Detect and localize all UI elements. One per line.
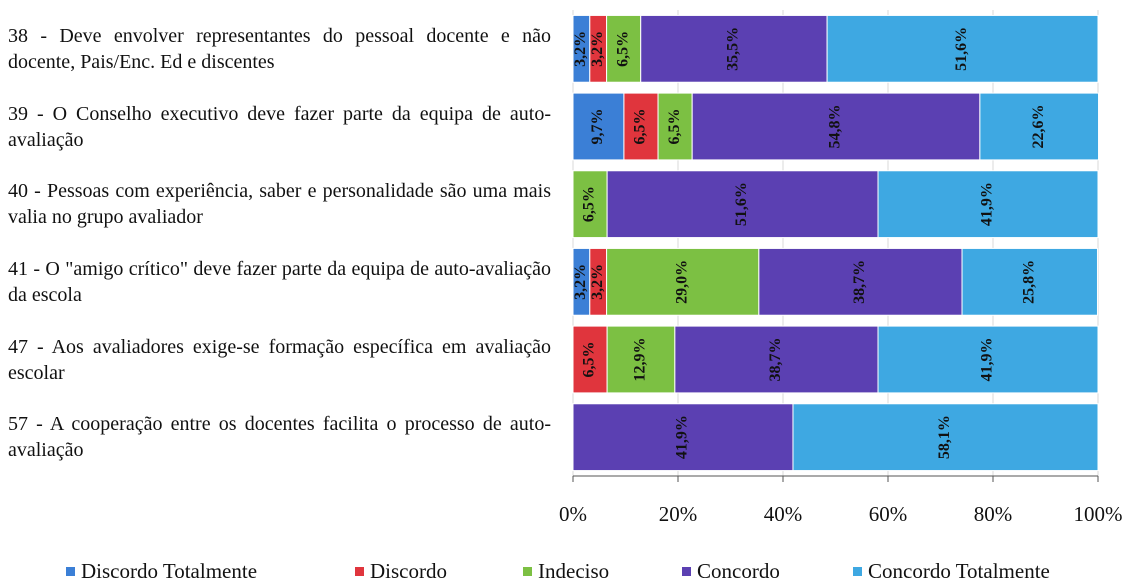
bar-segment (691, 92, 981, 161)
bar-segment (674, 325, 879, 394)
bar-segment (826, 14, 1099, 83)
x-tick-label: 80% (974, 502, 1013, 526)
data-label: 6,5% (581, 186, 598, 222)
data-label: 35,5% (725, 27, 742, 71)
data-label: 6,5% (666, 109, 683, 145)
legend-label: Discordo (370, 559, 447, 583)
legend-label: Concordo Totalmente (868, 559, 1050, 583)
category-label: 41 - O "amigo crítico" deve fazer parte … (8, 257, 551, 306)
data-label: 6,5% (632, 109, 649, 145)
bar-segment (572, 92, 625, 161)
data-label: 41,9% (674, 415, 691, 459)
data-label: 54,8% (827, 105, 844, 149)
category-label: 57 - A cooperação entre os docentes faci… (8, 413, 551, 462)
bar-segment (623, 92, 659, 161)
category-label: 39 - O Conselho executivo deve fazer par… (8, 102, 551, 151)
x-tick-label: 60% (869, 502, 908, 526)
data-label: 38,7% (851, 260, 868, 304)
data-label: 3,2% (589, 31, 606, 67)
legend-swatch (682, 567, 691, 576)
data-label: 51,6% (733, 182, 750, 226)
data-label: 29,0% (673, 260, 690, 304)
legend-swatch (853, 567, 862, 576)
x-tick-label: 40% (764, 502, 803, 526)
bar-segment (792, 403, 1099, 472)
bar-segment (572, 170, 608, 239)
data-label: 25,8% (1020, 260, 1037, 304)
data-label: 38,7% (767, 338, 784, 382)
category-label: 47 - Aos avaliadores exige-se formação e… (8, 335, 551, 384)
bar-segment (961, 247, 1098, 316)
data-label: 3,2% (572, 31, 589, 67)
bar-segment (877, 170, 1099, 239)
data-label: 9,7% (589, 109, 606, 145)
bar-segment (979, 92, 1100, 161)
category-label: 40 - Pessoas com experiência, saber e pe… (8, 180, 551, 229)
x-tick-label: 0% (559, 502, 587, 526)
legend-swatch (355, 567, 364, 576)
data-label: 22,6% (1030, 105, 1047, 149)
legend-swatch (523, 567, 532, 576)
bar-segment (606, 170, 879, 239)
bar-segment (572, 325, 608, 394)
x-tick-label: 100% (1074, 502, 1123, 526)
data-label: 3,2% (572, 264, 589, 300)
data-label: 3,2% (589, 264, 606, 300)
data-label: 6,5% (581, 342, 598, 378)
bar-segment (606, 247, 760, 316)
x-tick-label: 20% (659, 502, 698, 526)
category-label: 38 - Deve envolver representantes do pes… (8, 24, 551, 73)
legend-swatch (66, 567, 75, 576)
legend-label: Indeciso (538, 559, 609, 583)
data-label: 12,9% (632, 338, 649, 382)
bar-segment (877, 325, 1099, 394)
data-label: 41,9% (979, 337, 996, 381)
data-label: 6,5% (614, 31, 631, 67)
bar-segment (606, 14, 642, 83)
bar-segment (572, 403, 794, 472)
data-label: 51,6% (953, 27, 970, 71)
data-label: 58,1% (936, 415, 953, 459)
legend-label: Concordo (697, 559, 780, 583)
data-label: 41,9% (979, 182, 996, 226)
legend-label: Discordo Totalmente (81, 559, 257, 583)
